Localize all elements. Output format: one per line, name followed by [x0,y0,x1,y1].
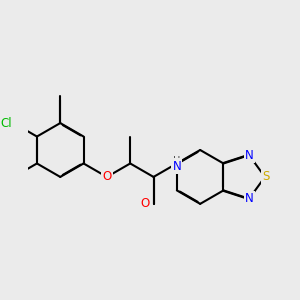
Text: O: O [102,170,112,183]
Text: N: N [245,148,254,162]
Text: N: N [172,160,181,173]
Text: S: S [262,170,270,183]
Text: H: H [173,156,181,166]
Text: N: N [245,192,254,205]
Text: O: O [140,197,149,210]
Text: Cl: Cl [1,117,12,130]
